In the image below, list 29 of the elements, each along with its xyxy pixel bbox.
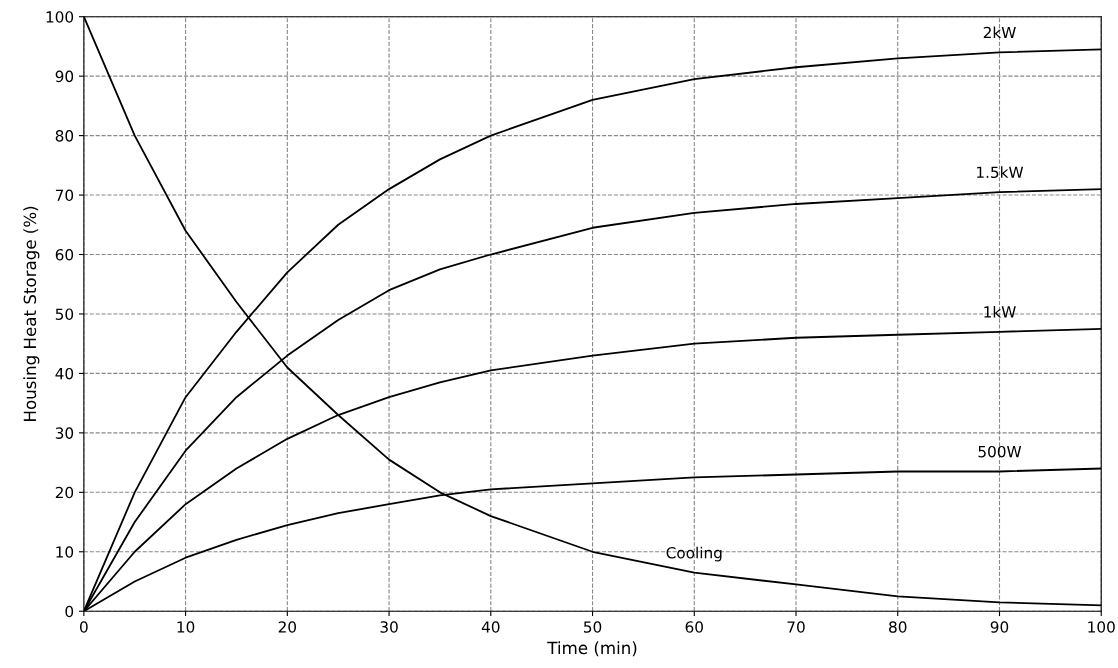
x-axis-title: Time (min) <box>547 641 637 657</box>
x-tick-label: 50 <box>584 621 602 633</box>
y-axis-title: Housing Heat Storage (%) <box>23 206 40 421</box>
y-tick-label: 80 <box>55 130 74 142</box>
series-label: Cooling <box>666 546 722 562</box>
y-tick-label: 40 <box>55 367 74 380</box>
x-tick-label: 90 <box>990 621 1009 633</box>
x-tick-label: 60 <box>685 621 703 633</box>
x-tick-label: 10 <box>177 621 195 633</box>
y-tick-label: 10 <box>56 546 74 558</box>
y-tick-label: 0 <box>65 605 74 618</box>
y-tick-label: 20 <box>55 486 74 499</box>
y-tick-label: 30 <box>55 427 74 439</box>
x-tick-label: 100 <box>1088 621 1115 633</box>
x-tick-label: 0 <box>80 621 88 633</box>
x-tick-label: 20 <box>278 621 297 633</box>
y-tick-label: 70 <box>55 189 74 202</box>
series-label: 2kW <box>983 26 1016 39</box>
series-label: 500W <box>978 445 1022 458</box>
series-label: 1kW <box>984 305 1016 318</box>
series-label: 1.5kW <box>977 166 1024 179</box>
x-tick-label: 70 <box>787 621 805 633</box>
x-tick-label: 80 <box>889 621 907 633</box>
x-tick-label: 40 <box>481 621 500 633</box>
y-tick-label: 90 <box>55 70 74 83</box>
y-tick-label: 60 <box>55 248 74 261</box>
y-tick-label: 50 <box>55 308 74 320</box>
y-tick-label: 100 <box>46 11 74 23</box>
x-tick-label: 30 <box>380 621 398 633</box>
